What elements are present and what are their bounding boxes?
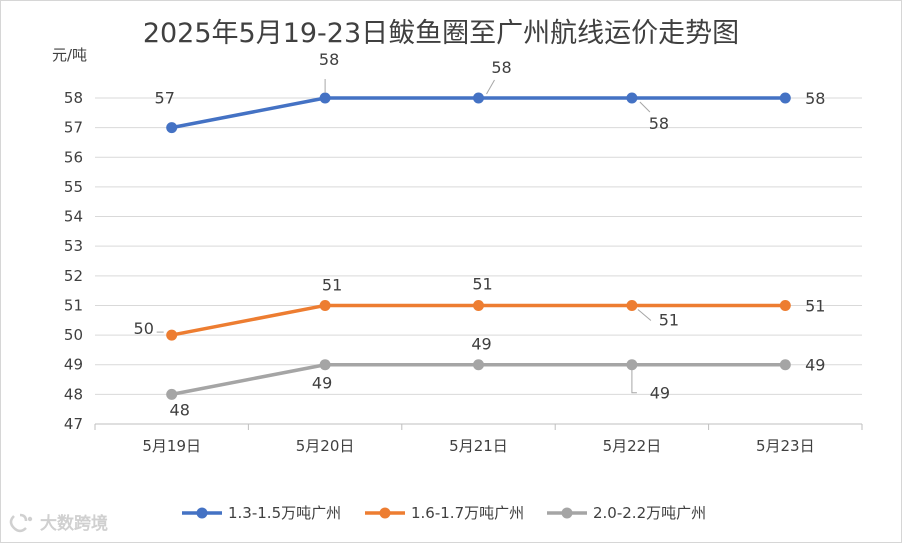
y-tick-label: 50 <box>64 326 83 344</box>
legend-label: 2.0-2.2万吨广州 <box>593 504 706 522</box>
y-tick-label: 52 <box>64 267 83 285</box>
data-point <box>473 299 484 311</box>
data-label: 48 <box>170 400 190 419</box>
watermark-text: 大数跨境 <box>40 513 108 534</box>
data-label: 49 <box>312 374 332 393</box>
legend: 1.3-1.5万吨广州 1.6-1.7万吨广州 2.0-2.2万吨广州 <box>182 504 706 522</box>
data-label: 50 <box>134 319 154 338</box>
watermark: 大数跨境 <box>9 513 108 534</box>
y-tick-label: 53 <box>64 237 83 255</box>
data-label: 57 <box>155 89 175 108</box>
legend-swatch-marker <box>379 507 391 519</box>
data-label: 58 <box>805 89 825 108</box>
x-tick-label: 5月22日 <box>603 437 662 455</box>
data-label-leader <box>637 309 652 321</box>
data-point <box>779 92 791 104</box>
x-tick-label: 5月21日 <box>449 437 508 455</box>
y-axis-unit: 元/吨 <box>52 46 87 64</box>
data-labels: 57 58 58 58 58 50 51 51 51 51 48 49 49 49 49 <box>134 50 826 419</box>
data-point <box>166 122 178 134</box>
data-label-leader <box>639 101 651 113</box>
data-label: 49 <box>471 335 491 354</box>
legend-label: 1.3-1.5万吨广州 <box>228 504 341 522</box>
data-point <box>473 359 484 371</box>
data-point <box>319 92 331 104</box>
chart-title: 2025年5月19-23日鲅鱼圈至广州航线运价走势图 <box>143 18 739 49</box>
data-point <box>626 92 638 104</box>
data-label: 58 <box>319 50 339 69</box>
data-point <box>779 359 791 371</box>
y-tick-label: 48 <box>64 385 83 403</box>
y-tick-label: 47 <box>64 415 83 433</box>
data-point <box>473 92 484 104</box>
data-label: 51 <box>322 275 342 294</box>
x-tick-label: 5月20日 <box>296 437 355 455</box>
data-label: 51 <box>805 296 825 315</box>
data-point <box>166 329 178 341</box>
data-label: 51 <box>472 274 492 293</box>
x-tick-label: 5月23日 <box>756 437 815 455</box>
legend-swatch-marker <box>196 507 208 519</box>
watermark-logo-icon <box>9 513 33 533</box>
y-axis-ticks: 47 48 49 50 51 52 53 54 55 56 57 58 <box>64 89 83 433</box>
y-tick-label: 58 <box>64 89 83 107</box>
x-tick-label: 5月19日 <box>142 437 201 455</box>
series-layer <box>166 92 791 400</box>
x-axis-ticks: 5月19日 5月20日 5月21日 5月22日 5月23日 <box>142 437 814 455</box>
legend-label: 1.6-1.7万吨广州 <box>411 504 524 522</box>
data-label-leader <box>486 79 495 95</box>
data-label: 49 <box>805 356 825 375</box>
data-point <box>626 359 638 371</box>
grid-lines <box>95 97 862 395</box>
y-tick-label: 51 <box>64 296 83 314</box>
data-label: 58 <box>649 114 669 133</box>
data-point <box>319 299 331 311</box>
data-label: 51 <box>659 310 679 329</box>
data-point <box>626 299 638 311</box>
y-tick-label: 49 <box>64 356 83 374</box>
y-tick-label: 55 <box>64 178 83 196</box>
data-label: 49 <box>650 384 670 403</box>
legend-swatch-marker <box>561 507 573 519</box>
data-point <box>779 299 791 311</box>
data-point <box>319 359 331 371</box>
x-axis <box>94 423 863 430</box>
y-tick-label: 56 <box>64 148 83 166</box>
y-tick-label: 57 <box>64 119 83 137</box>
data-label: 58 <box>491 58 511 77</box>
data-point <box>166 388 178 400</box>
data-label-leader <box>631 369 637 394</box>
y-tick-label: 54 <box>64 208 83 226</box>
